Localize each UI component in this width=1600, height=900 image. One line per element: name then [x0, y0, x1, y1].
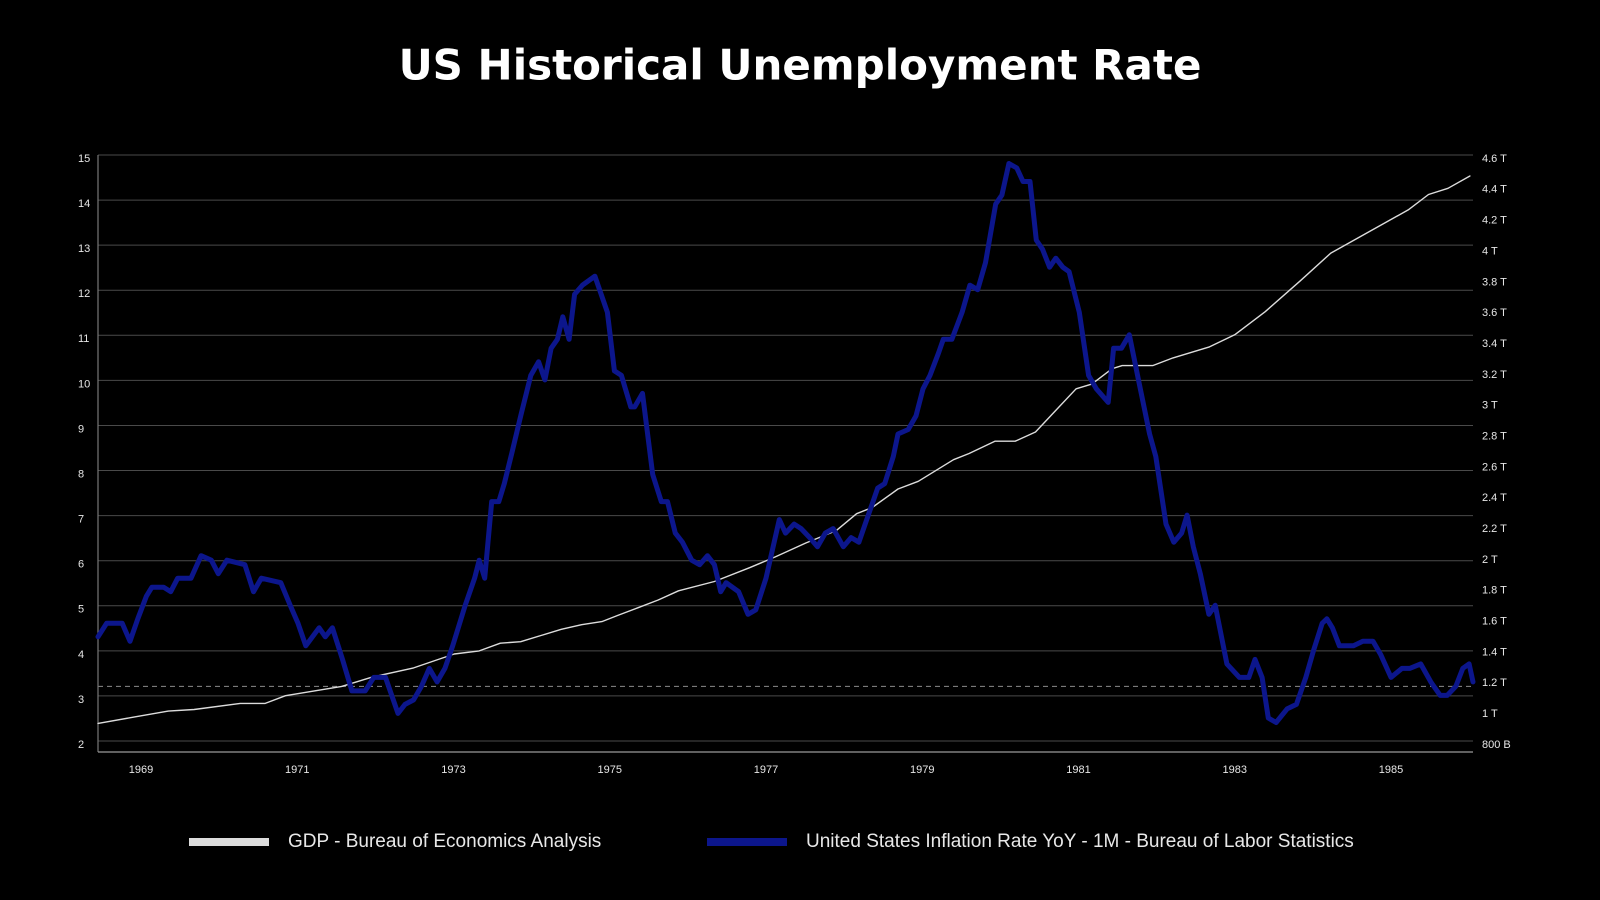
y2-tick-label: 4.4 T [1482, 184, 1507, 196]
y2-tick-label: 2.2 T [1482, 523, 1507, 535]
legend-label: GDP - Bureau of Economics Analysis [288, 831, 601, 852]
y2-tick-label: 1.2 T [1482, 677, 1507, 689]
x-tick-label: 1985 [1379, 764, 1403, 776]
y-tick-label: 6 [78, 559, 84, 571]
y2-tick-label: 4.6 T [1482, 153, 1507, 165]
y2-tick-label: 2.8 T [1482, 430, 1507, 442]
y-tick-label: 7 [78, 514, 84, 526]
y2-tick-label: 3.6 T [1482, 307, 1507, 319]
y-tick-label: 2 [78, 739, 84, 751]
y2-tick-label: 3.4 T [1482, 338, 1507, 350]
y2-tick-label: 2.4 T [1482, 492, 1507, 504]
legend-label: United States Inflation Rate YoY - 1M - … [806, 831, 1354, 852]
y2-tick-label: 1.4 T [1482, 646, 1507, 658]
y-tick-label: 13 [78, 243, 90, 255]
chart-title: US Historical Unemployment Rate [399, 41, 1202, 90]
y2-tick-label: 2 T [1482, 554, 1498, 566]
y-tick-label: 11 [78, 333, 89, 345]
x-tick-label: 1981 [1066, 764, 1090, 776]
y2-tick-label: 1.6 T [1482, 616, 1507, 628]
x-tick-label: 1973 [441, 764, 465, 776]
legend: GDP - Bureau of Economics Analysis United… [189, 831, 1354, 852]
legend-swatch [189, 838, 269, 846]
legend-swatch [707, 838, 787, 846]
y2-tick-label: 4 T [1482, 245, 1498, 257]
series-line [95, 161, 1476, 725]
y2-tick-label: 1 T [1482, 708, 1498, 720]
x-tick-label: 1979 [910, 764, 934, 776]
y-tick-label: 3 [78, 694, 84, 706]
y2-tick-label: 3 T [1482, 400, 1498, 412]
grid [98, 154, 1473, 742]
y-tick-label: 4 [78, 649, 84, 661]
y2-tick-label: 1.8 T [1482, 585, 1507, 597]
y-tick-label: 14 [78, 198, 90, 210]
y2-tick-label: 3.2 T [1482, 369, 1507, 381]
y-tick-label: 9 [78, 423, 84, 435]
x-tick-label: 1971 [285, 764, 309, 776]
axes: 2 3 4 5 6 7 8 9 10 11 12 13 14 15 800 B 1 T 1.2 T 1.4 T 1.… [78, 153, 1511, 776]
y2-tick-label: 4.2 T [1482, 215, 1507, 227]
x-tick-label: 1983 [1222, 764, 1246, 776]
y-tick-label: 5 [78, 604, 84, 616]
x-tick-label: 1969 [129, 764, 153, 776]
y-tick-label: 12 [78, 288, 90, 300]
y-tick-label: 10 [78, 378, 90, 390]
x-tick-label: 1977 [754, 764, 778, 776]
y-tick-label: 8 [78, 468, 84, 480]
y-tick-label: 15 [78, 153, 90, 165]
lines [95, 161, 1476, 725]
y2-tick-label: 2.6 T [1482, 461, 1507, 473]
y2-tick-label: 800 B [1482, 739, 1511, 751]
x-tick-label: 1975 [597, 764, 621, 776]
y2-tick-label: 3.8 T [1482, 276, 1507, 288]
